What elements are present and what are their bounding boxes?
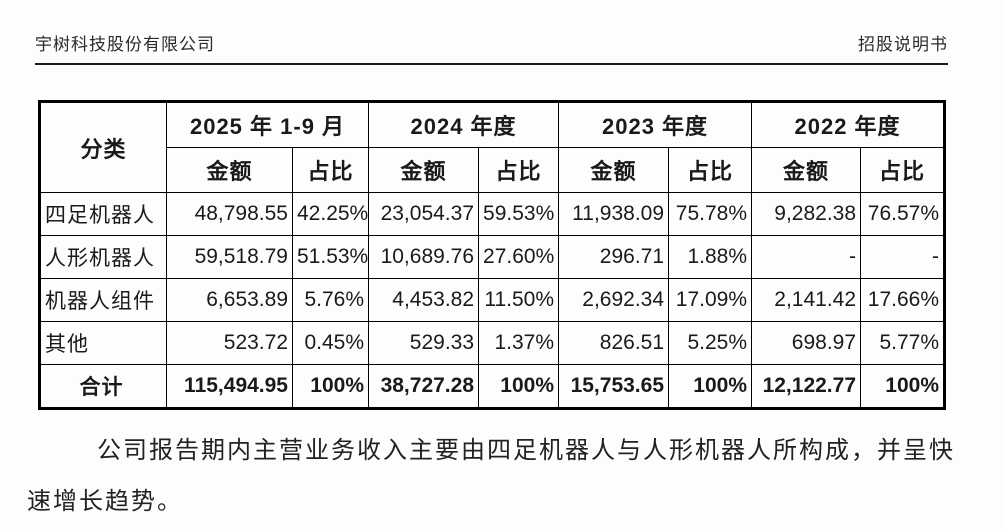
doc-type-label: 招股说明书 [858, 35, 948, 54]
table-header-row-periods: 分类 2025 年 1-9 月 2024 年度 2023 年度 2022 年度 [39, 101, 946, 193]
cell-amount-2023: 296.71 [558, 235, 670, 279]
revenue-breakdown-table: 分类 2025 年 1-9 月 2024 年度 2023 年度 2022 年度 … [38, 100, 947, 410]
col-header-amount-2022: 金额 [751, 147, 862, 193]
col-header-ratio-2025: 占比 [291, 147, 370, 193]
cell-total-amount-2025: 115,494.95 [166, 364, 293, 409]
col-header-ratio-2024: 占比 [478, 147, 560, 193]
col-header-ratio-2023: 占比 [668, 147, 753, 193]
cell-amount-2024: 529.33 [368, 321, 480, 365]
col-header-period-2024: 2024 年度 [368, 101, 560, 148]
cell-amount-2025: 523.72 [166, 321, 293, 365]
cell-amount-2025: 48,798.55 [166, 192, 293, 236]
cell-ratio-2022: - [860, 235, 946, 279]
cell-amount-2024: 4,453.82 [368, 278, 480, 322]
table-row-components: 机器人组件 6,653.89 5.76% 4,453.82 11.50% 2,6… [39, 278, 946, 322]
cell-ratio-2023: 75.78% [668, 192, 753, 236]
col-header-amount-2023: 金额 [558, 147, 670, 193]
cell-amount-2023: 2,692.34 [558, 278, 670, 322]
table-row-humanoid: 人形机器人 59,518.79 51.53% 10,689.76 27.60% … [39, 235, 946, 279]
cell-ratio-2024: 1.37% [478, 321, 560, 365]
cell-amount-2023: 826.51 [558, 321, 670, 365]
cell-amount-2025: 59,518.79 [166, 235, 293, 279]
col-header-period-2022: 2022 年度 [751, 101, 946, 148]
cell-total-ratio-2025: 100% [291, 364, 370, 409]
col-header-period-2023: 2023 年度 [558, 101, 753, 148]
cell-ratio-2023: 17.09% [668, 278, 753, 322]
table-row-other: 其他 523.72 0.45% 529.33 1.37% 826.51 5.25… [39, 321, 946, 365]
cell-amount-2025: 6,653.89 [166, 278, 293, 322]
cell-ratio-2025: 0.45% [291, 321, 370, 365]
table-row-total: 合计 115,494.95 100% 38,727.28 100% 15,753… [39, 364, 946, 409]
company-name: 宇树科技股份有限公司 [35, 35, 215, 54]
cell-amount-2024: 23,054.37 [368, 192, 480, 236]
cell-total-amount-2024: 38,727.28 [368, 364, 480, 409]
doc-header: 宇树科技股份有限公司 招股说明书 [35, 30, 948, 65]
cell-amount-2024: 10,689.76 [368, 235, 480, 279]
cell-amount-2022: 698.97 [751, 321, 862, 365]
cell-amount-2023: 11,938.09 [558, 192, 670, 236]
table-row-quadruped: 四足机器人 48,798.55 42.25% 23,054.37 59.53% … [39, 192, 946, 236]
row-category: 人形机器人 [39, 235, 167, 279]
row-category: 其他 [39, 321, 167, 365]
cell-ratio-2022: 17.66% [860, 278, 946, 322]
row-category: 四足机器人 [39, 192, 167, 236]
col-header-ratio-2022: 占比 [860, 147, 946, 193]
cell-amount-2022: - [751, 235, 862, 279]
cell-ratio-2024: 27.60% [478, 235, 560, 279]
row-category: 机器人组件 [39, 278, 167, 322]
cell-ratio-2022: 5.77% [860, 321, 946, 365]
cell-ratio-2023: 5.25% [668, 321, 753, 365]
cell-amount-2022: 9,282.38 [751, 192, 862, 236]
cell-ratio-2024: 59.53% [478, 192, 560, 236]
col-header-amount-2025: 金额 [166, 147, 293, 193]
cell-total-amount-2022: 12,122.77 [751, 364, 862, 409]
cell-ratio-2024: 11.50% [478, 278, 560, 322]
cell-total-amount-2023: 15,753.65 [558, 364, 670, 409]
cell-total-ratio-2023: 100% [668, 364, 753, 409]
cell-ratio-2022: 76.57% [860, 192, 946, 236]
col-header-period-2025: 2025 年 1-9 月 [165, 101, 370, 148]
cell-amount-2022: 2,141.42 [751, 278, 862, 322]
cell-ratio-2023: 1.88% [668, 235, 753, 279]
table-header-row-subcols: 金额 占比 金额 占比 金额 占比 金额 占比 [40, 147, 946, 193]
row-category-total: 合计 [39, 364, 167, 409]
col-header-amount-2024: 金额 [368, 147, 480, 193]
cell-ratio-2025: 51.53% [291, 235, 370, 279]
body-paragraph: 公司报告期内主营业务收入主要由四足机器人与人形机器人所构成，并呈快速增长趋势。 [27, 438, 955, 515]
cell-ratio-2025: 5.76% [291, 278, 370, 322]
cell-total-ratio-2024: 100% [478, 364, 560, 409]
cell-total-ratio-2022: 100% [860, 364, 946, 409]
cell-ratio-2025: 42.25% [291, 192, 370, 236]
col-header-category: 分类 [39, 101, 167, 193]
